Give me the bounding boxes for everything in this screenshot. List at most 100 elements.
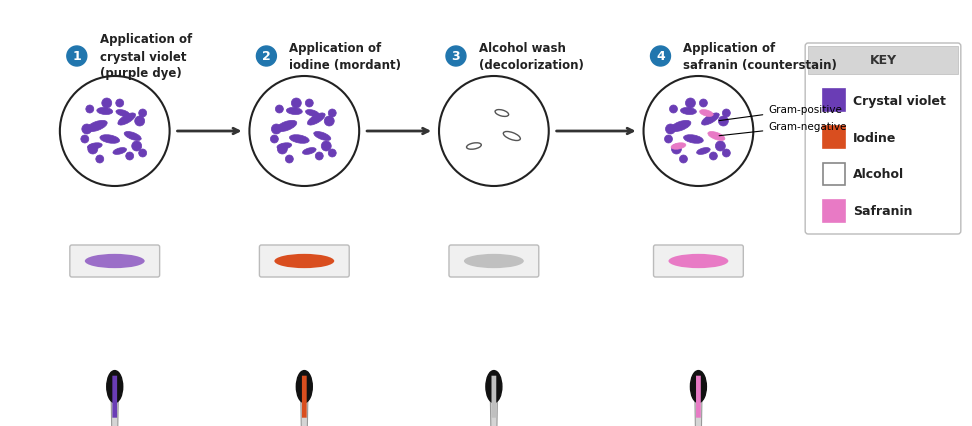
FancyBboxPatch shape <box>449 245 538 277</box>
Ellipse shape <box>87 121 107 132</box>
Circle shape <box>514 117 524 127</box>
Ellipse shape <box>314 132 330 141</box>
Circle shape <box>139 150 147 158</box>
Ellipse shape <box>690 371 707 403</box>
Ellipse shape <box>680 108 696 115</box>
Ellipse shape <box>708 132 725 141</box>
Circle shape <box>131 142 142 152</box>
FancyBboxPatch shape <box>823 201 845 222</box>
Text: 2: 2 <box>262 50 271 63</box>
Circle shape <box>277 145 288 155</box>
Circle shape <box>715 142 725 152</box>
Text: Alcohol: Alcohol <box>853 168 904 181</box>
Ellipse shape <box>305 110 319 117</box>
FancyBboxPatch shape <box>808 47 957 75</box>
Circle shape <box>461 125 470 135</box>
Circle shape <box>446 47 466 67</box>
FancyBboxPatch shape <box>823 127 845 149</box>
Circle shape <box>139 110 147 118</box>
Circle shape <box>82 125 91 135</box>
Text: Application of
crystal violet
(purple dye): Application of crystal violet (purple dy… <box>100 33 192 81</box>
Ellipse shape <box>287 108 302 115</box>
Ellipse shape <box>85 254 145 268</box>
Circle shape <box>250 77 360 187</box>
Ellipse shape <box>700 110 713 117</box>
Ellipse shape <box>486 371 502 403</box>
Circle shape <box>475 155 483 164</box>
Ellipse shape <box>87 144 102 150</box>
Circle shape <box>439 77 549 187</box>
Circle shape <box>518 150 526 158</box>
Circle shape <box>305 100 313 108</box>
FancyBboxPatch shape <box>653 245 744 277</box>
Ellipse shape <box>495 110 508 117</box>
Circle shape <box>495 100 503 108</box>
Ellipse shape <box>669 254 728 268</box>
FancyBboxPatch shape <box>805 44 960 234</box>
FancyBboxPatch shape <box>260 245 349 277</box>
Ellipse shape <box>277 144 292 150</box>
Ellipse shape <box>492 148 505 155</box>
Circle shape <box>87 145 98 155</box>
Text: Safranin: Safranin <box>853 205 913 218</box>
Circle shape <box>329 150 336 158</box>
Ellipse shape <box>697 148 711 155</box>
Circle shape <box>86 106 93 114</box>
Ellipse shape <box>307 114 326 126</box>
Text: Application of
iodine (mordant): Application of iodine (mordant) <box>290 42 401 72</box>
Polygon shape <box>300 372 308 426</box>
Ellipse shape <box>124 132 141 141</box>
Circle shape <box>315 153 324 161</box>
Polygon shape <box>111 372 119 426</box>
Text: Application of
safranin (counterstain): Application of safranin (counterstain) <box>683 42 837 72</box>
Ellipse shape <box>476 108 492 115</box>
Polygon shape <box>490 372 498 426</box>
Circle shape <box>672 145 681 155</box>
Ellipse shape <box>113 148 126 155</box>
Text: Gram-positive: Gram-positive <box>719 105 842 121</box>
Circle shape <box>271 125 281 135</box>
Circle shape <box>286 155 294 164</box>
Circle shape <box>670 106 677 114</box>
Circle shape <box>322 142 331 152</box>
Ellipse shape <box>100 135 120 144</box>
Circle shape <box>125 153 134 161</box>
Circle shape <box>67 47 87 67</box>
Circle shape <box>270 136 278 144</box>
Circle shape <box>685 99 695 109</box>
Circle shape <box>325 117 334 127</box>
Circle shape <box>504 153 513 161</box>
Circle shape <box>292 99 301 109</box>
Ellipse shape <box>97 108 113 115</box>
Circle shape <box>722 110 730 118</box>
FancyBboxPatch shape <box>823 164 845 186</box>
Circle shape <box>518 110 526 118</box>
Text: 1: 1 <box>73 50 82 63</box>
Text: Gram-negative: Gram-negative <box>719 122 847 136</box>
Polygon shape <box>694 372 703 426</box>
Ellipse shape <box>118 114 135 126</box>
Polygon shape <box>696 376 701 418</box>
FancyBboxPatch shape <box>70 245 159 277</box>
Circle shape <box>511 142 521 152</box>
Ellipse shape <box>107 371 122 403</box>
Circle shape <box>465 106 473 114</box>
Text: KEY: KEY <box>869 55 896 67</box>
Ellipse shape <box>479 135 499 144</box>
Circle shape <box>467 145 477 155</box>
Circle shape <box>275 106 284 114</box>
Text: 3: 3 <box>452 50 461 63</box>
Circle shape <box>135 117 145 127</box>
Ellipse shape <box>670 121 691 132</box>
Circle shape <box>718 117 728 127</box>
Circle shape <box>460 136 468 144</box>
Circle shape <box>679 155 687 164</box>
Polygon shape <box>302 376 307 418</box>
Ellipse shape <box>464 254 524 268</box>
Ellipse shape <box>671 144 686 150</box>
Ellipse shape <box>116 110 129 117</box>
Circle shape <box>643 77 753 187</box>
Ellipse shape <box>302 148 316 155</box>
Ellipse shape <box>290 135 309 144</box>
Ellipse shape <box>702 114 719 126</box>
